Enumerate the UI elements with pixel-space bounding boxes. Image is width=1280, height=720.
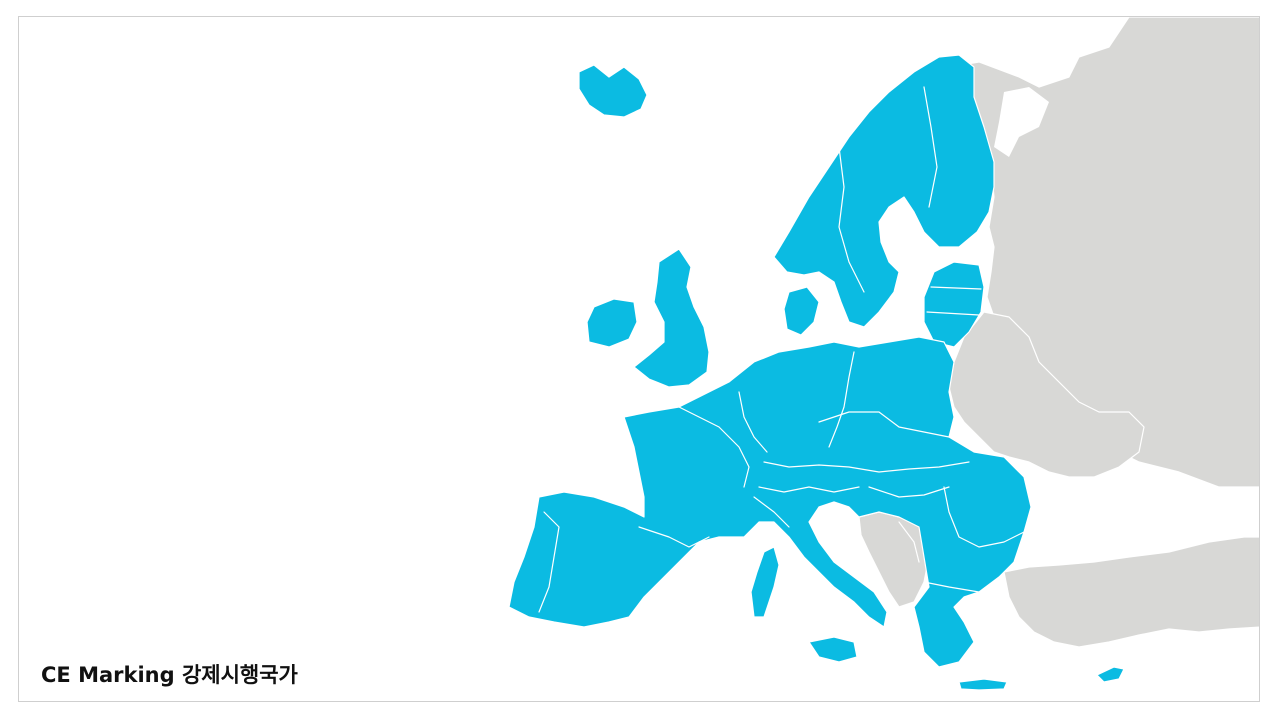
ireland: [586, 298, 638, 348]
cyprus: [1096, 666, 1125, 683]
belarus-ukraine-region: [948, 311, 1145, 478]
united-kingdom: [633, 248, 710, 388]
iceland: [578, 64, 648, 118]
border-line: [926, 311, 980, 316]
baltic-states: [923, 261, 985, 348]
map-caption: CE Marking 강제시행국가: [41, 663, 298, 687]
border-line: [678, 406, 750, 488]
country-borders: [538, 86, 1025, 613]
border-line: [758, 486, 860, 493]
border-line: [638, 526, 710, 548]
border-line: [868, 486, 950, 498]
border-line: [838, 146, 865, 293]
sicily: [808, 636, 858, 663]
border-line: [923, 86, 938, 208]
turkey-region: [1003, 536, 1259, 648]
border-line: [738, 391, 768, 453]
non-mandatory-region: [858, 17, 1259, 648]
border-line: [828, 351, 855, 448]
border-line: [930, 286, 982, 290]
white-sea: [994, 87, 1049, 157]
denmark: [783, 286, 820, 336]
corsica-sardinia: [750, 546, 780, 618]
continental-europe: [508, 336, 1032, 668]
border-line: [923, 581, 980, 593]
black-sea: [1019, 477, 1204, 562]
border-line: [763, 461, 970, 473]
map-frame: CE Marking 강제시행국가: [18, 16, 1260, 702]
border-line: [753, 496, 790, 528]
border-line: [818, 411, 950, 438]
crete: [958, 678, 1008, 691]
border-line: [943, 486, 1025, 548]
norway-sweden-finland: [773, 54, 995, 328]
europe-map: [508, 17, 1259, 691]
border-line: [898, 521, 920, 563]
border-line: [538, 511, 560, 613]
mandatory-region: [508, 54, 1125, 691]
